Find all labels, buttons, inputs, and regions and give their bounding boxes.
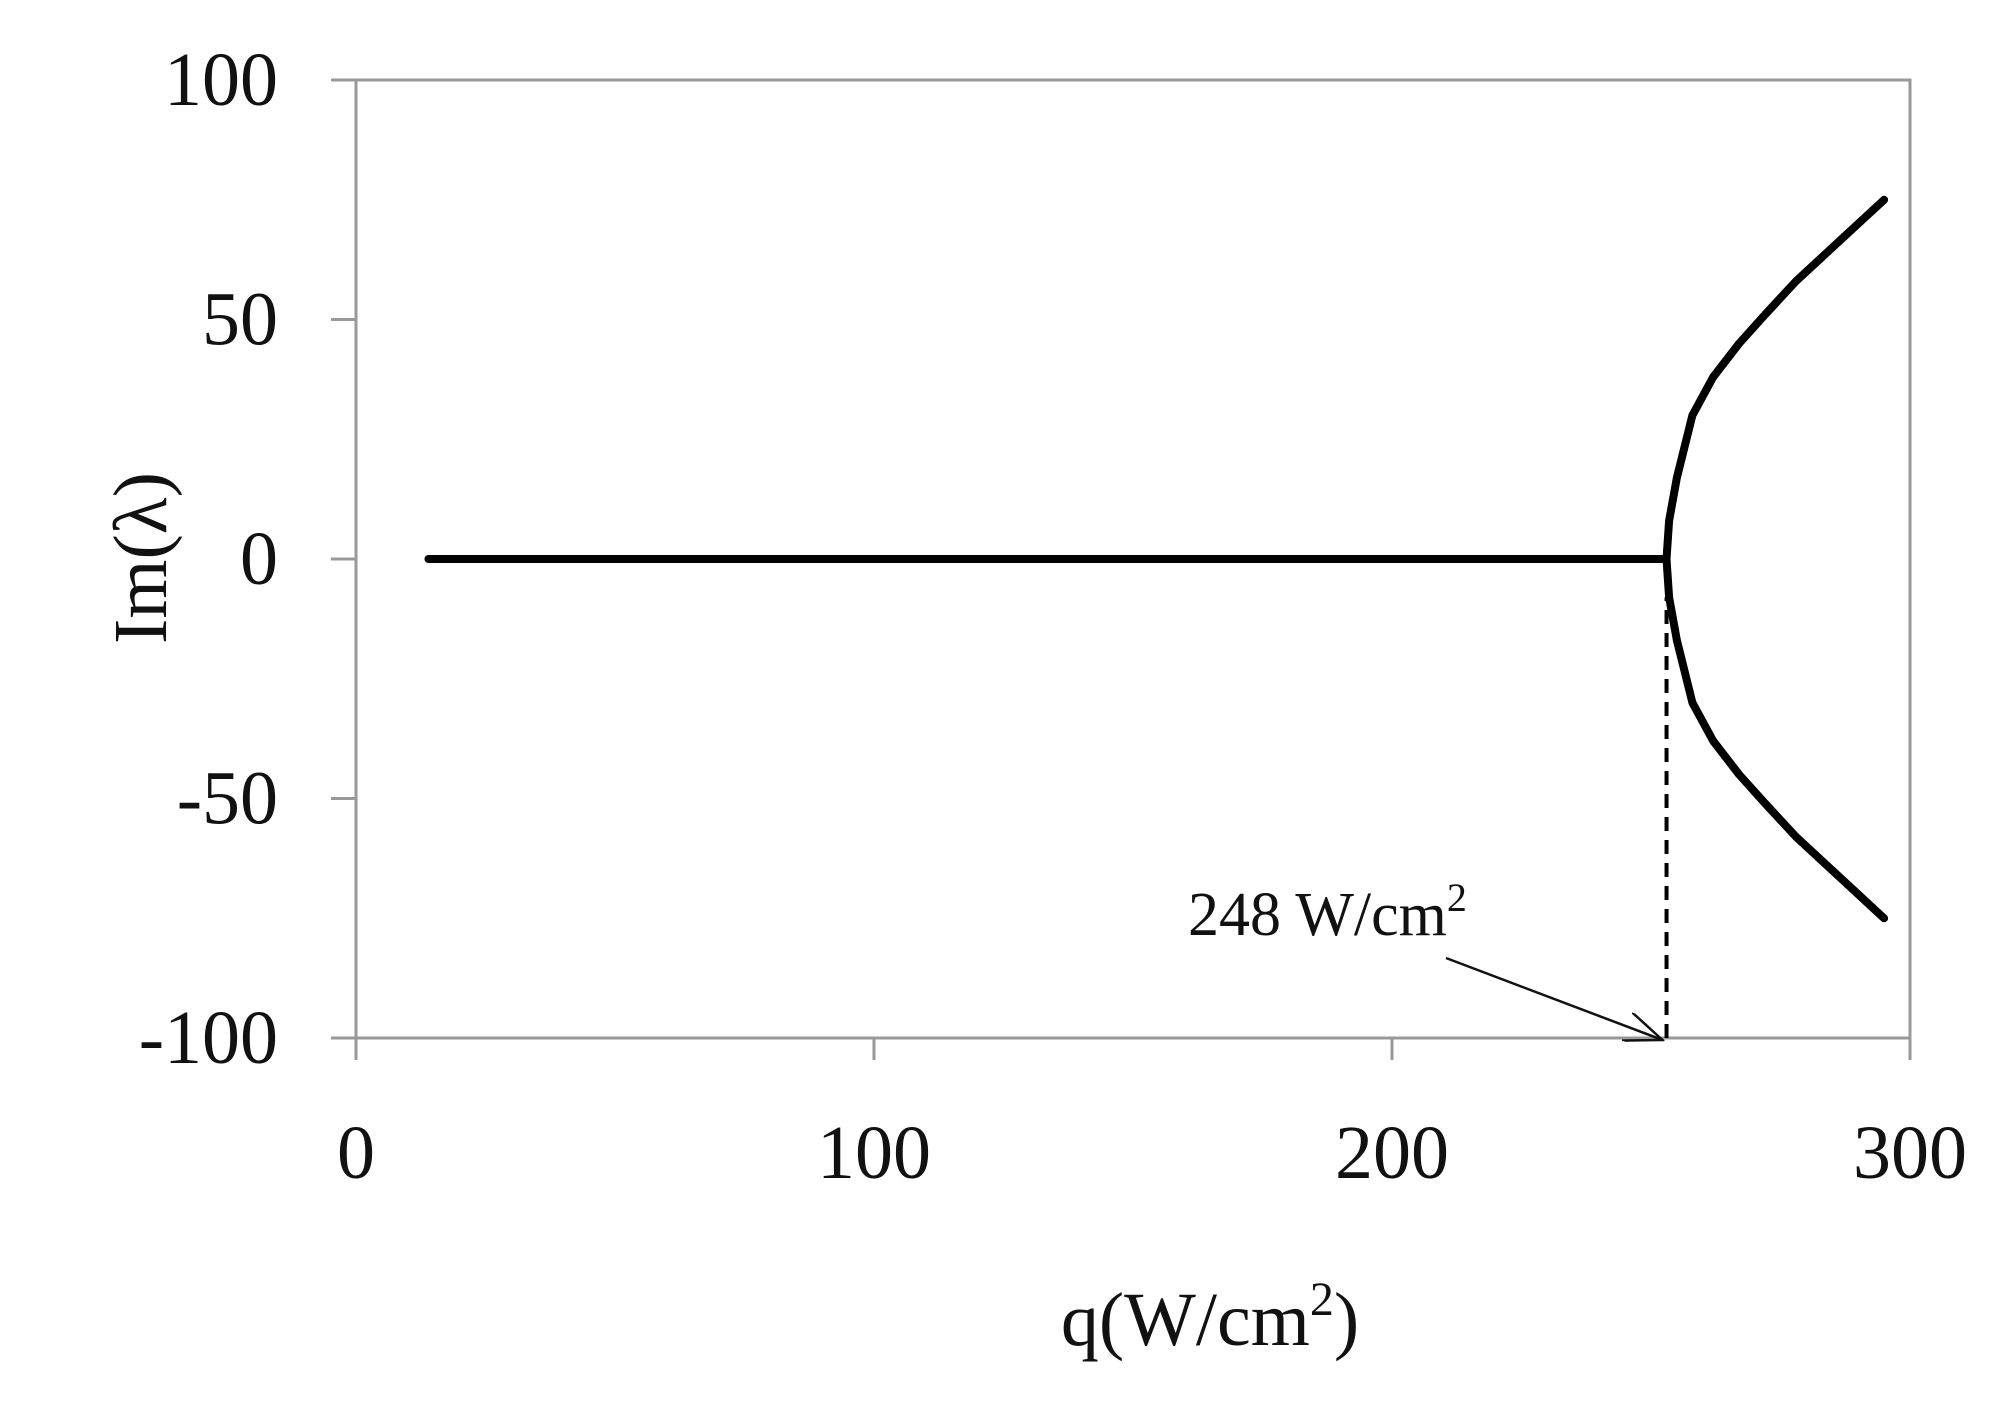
x-axis-label-superscript: 2 [1310, 1273, 1334, 1326]
x-axis-label-end: ) [1334, 1278, 1359, 1362]
x-tick-label: 200 [1335, 1111, 1449, 1195]
series-layer [424, 195, 1889, 923]
x-tick-label: 300 [1853, 1111, 1967, 1195]
y-tick-label: 100 [164, 38, 278, 122]
annotation-superscript: 2 [1447, 875, 1467, 920]
x-axis-label: q(W/cm2) [1061, 1273, 1359, 1362]
annotation-arrow [1445, 956, 1663, 1040]
y-tick-label: -100 [139, 996, 278, 1080]
x-tick-label: 0 [337, 1111, 375, 1195]
y-tick-label: 50 [202, 278, 278, 362]
series-line-2 [1662, 195, 1889, 563]
x-tick-label: 100 [817, 1111, 931, 1195]
y-axis-label: Im(λ) [99, 472, 183, 644]
y-tick-label: 0 [240, 517, 278, 601]
y-tick-label: -50 [177, 757, 278, 841]
y-axis-ticks: 100 50 0 -50 -100 [139, 38, 356, 1080]
annotation-label: 248 W/cm2 [1188, 875, 1467, 949]
series-line-3 [1662, 555, 1889, 923]
x-axis-label-text: q(W/cm [1061, 1278, 1310, 1362]
x-axis-ticks: 0 100 200 300 [337, 1038, 1967, 1195]
annotation-text: 248 W/cm [1188, 881, 1447, 949]
